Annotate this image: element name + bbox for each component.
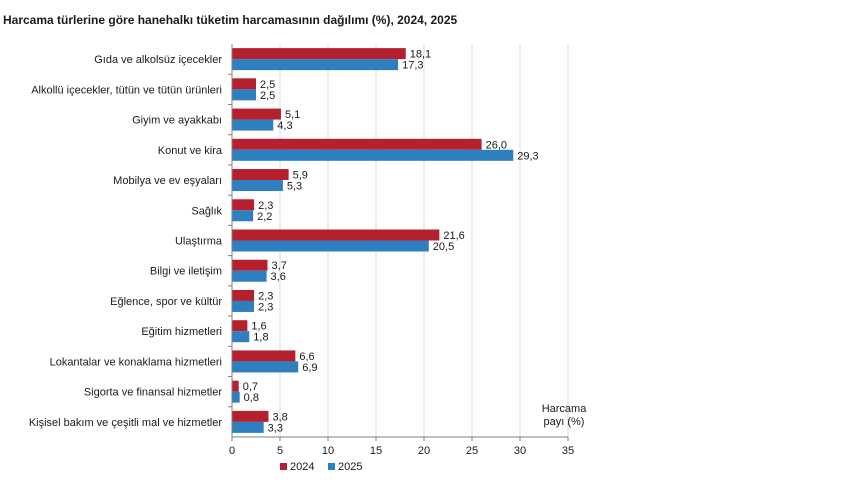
data-label-2024: 18,1 [410,49,431,61]
category-label: Kişisel bakım ve çeşitli mal ve hizmetle… [29,417,223,429]
data-label-2024: 0,7 [243,381,258,393]
bar-2025 [232,149,514,161]
legend-swatch-2024 [280,463,287,470]
data-label-2025: 2,3 [258,301,273,313]
data-label-2024: 26,0 [486,139,507,151]
x-tick-label: 5 [277,445,283,457]
bar-2024 [232,350,296,362]
bar-2025 [232,270,267,282]
category-label: Alkollü içecekler, tütün ve tütün ürünle… [31,84,222,96]
bar-2025 [232,391,240,403]
category-label: Eğitim hizmetleri [141,326,222,338]
category-label: Bilgi ve iletişim [150,266,222,278]
x-tick-label: 20 [418,445,430,457]
bar-2024 [232,48,406,60]
data-label-2025: 29,3 [517,150,538,162]
bar-2025 [232,59,399,71]
bar-2025 [232,180,283,192]
data-label-2025: 5,3 [287,181,302,193]
x-tick-label: 25 [466,445,478,457]
data-label-2024: 5,1 [285,109,300,121]
data-label-2025: 3,3 [268,422,283,434]
x-tick-label: 15 [370,445,382,457]
bar-2025 [232,119,274,131]
data-label-2025: 20,5 [433,241,454,253]
bar-2024 [232,169,289,181]
x-tick-label: 35 [562,445,574,457]
data-label-2025: 6,9 [302,362,317,374]
bar-2024 [232,138,482,150]
bar-2024 [232,78,256,90]
bar-2024 [232,380,239,392]
bar-2025 [232,361,299,373]
bar-2024 [232,289,255,301]
data-label-2024: 3,7 [272,260,287,272]
data-label-2024: 2,3 [258,200,273,212]
data-label-2024: 2,5 [260,79,275,91]
data-label-2025: 2,2 [257,211,272,223]
category-label: Eğlence, spor ve kültür [110,296,222,308]
bar-2024 [232,229,440,241]
bar-2024 [232,108,281,120]
bar-2024 [232,320,248,332]
x-tick-label: 0 [229,445,235,457]
data-label-2024: 21,6 [443,230,464,242]
bar-2024 [232,199,255,211]
data-label-2025: 0,8 [244,392,259,404]
legend-swatch-2025 [328,463,335,470]
bar-2024 [232,259,268,271]
bar-2025 [232,331,250,343]
data-label-2024: 2,3 [258,290,273,302]
data-label-2025: 1,8 [253,332,268,344]
category-label: Konut ve kira [158,145,223,157]
category-label: Gıda ve alkolsüz içecekler [94,54,222,66]
category-label: Sigorta ve finansal hizmetler [84,387,223,399]
bar-2025 [232,89,256,101]
data-label-2025: 17,3 [402,60,423,72]
data-label-2025: 4,3 [277,120,292,132]
bar-2025 [232,300,255,312]
x-axis-title: Harcama payı (%) [542,403,588,428]
category-label: Lokantalar ve konaklama hizmetleri [50,356,222,368]
legend-label-2024: 2024 [290,461,314,473]
chart-title: Harcama türlerine göre hanehalkı tüketim… [3,13,458,27]
data-label-2024: 5,9 [293,170,308,182]
category-label: Sağlık [191,205,222,217]
category-label: Mobilya ve ev eşyaları [113,175,222,187]
bar-2025 [232,421,264,433]
bar-2024 [232,410,269,422]
category-label: Ulaştırma [175,236,223,248]
bar-2025 [232,240,429,252]
x-tick-label: 10 [322,445,334,457]
data-label-2024: 3,8 [272,411,287,423]
category-label: Giyim ve ayakkabı [132,115,222,127]
data-label-2025: 2,5 [260,90,275,102]
data-label-2025: 3,6 [271,271,286,283]
x-tick-label: 30 [514,445,526,457]
data-label-2024: 1,6 [251,321,266,333]
bar-2025 [232,210,254,222]
data-label-2024: 6,6 [299,351,314,363]
legend-label-2025: 2025 [338,461,362,473]
